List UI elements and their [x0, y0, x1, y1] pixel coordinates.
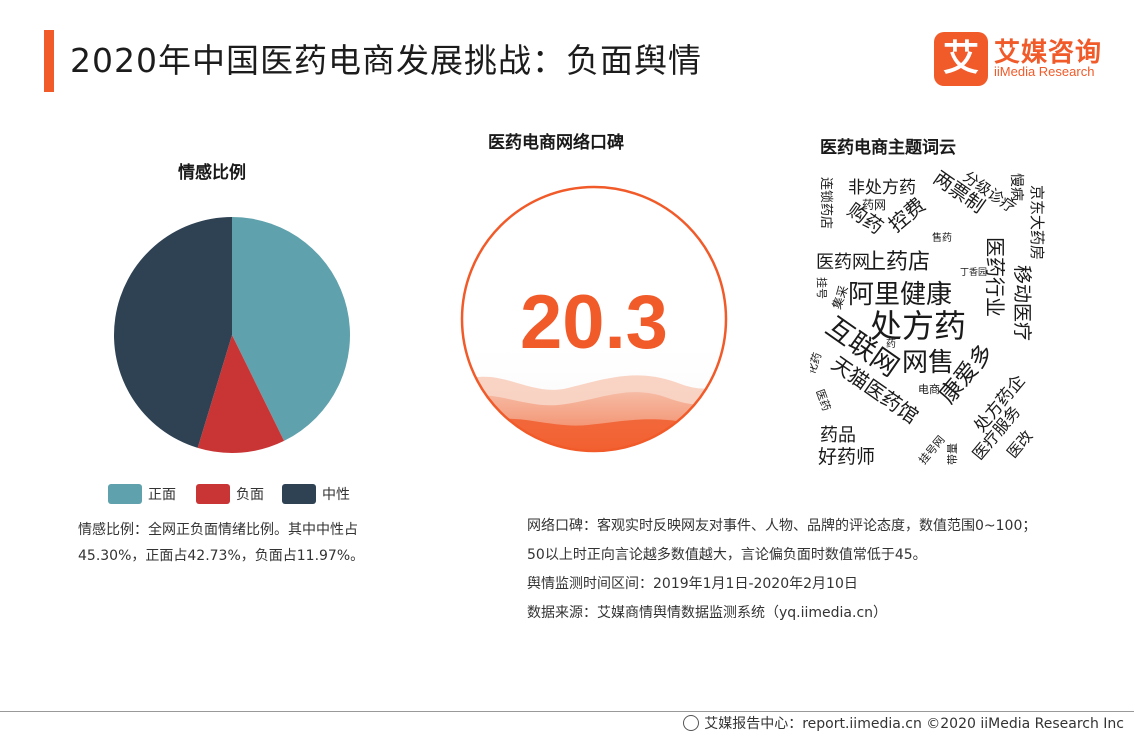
pie-chart-title: 情感比例 [178, 163, 246, 183]
pie-slice-neutral [113, 217, 232, 448]
word-cloud-item: 非处方药 [848, 178, 916, 198]
globe-icon [683, 715, 700, 731]
reputation-gauge: 20.3 [460, 185, 728, 453]
page-title: 2020年中国医药电商发展挑战：负面舆情 [70, 41, 702, 80]
reputation-ring [460, 185, 728, 453]
footer-text: 艾媒报告中心：report.iimedia.cn ©2020 iiMedia R… [704, 716, 1124, 732]
word-cloud-item: 挂号网 [916, 433, 948, 465]
legend-label-positive: 正面 [148, 487, 176, 503]
logo-mark-icon: 艾 [934, 32, 988, 86]
logo-text-en: iiMedia Research [994, 64, 1095, 79]
word-cloud-item: 带量 [946, 443, 959, 465]
word-cloud-item: 挂号 [815, 277, 829, 299]
word-cloud-item: 阿里健康 [848, 280, 952, 310]
legend-item-positive: 正面 [108, 482, 176, 506]
word-cloud-item: 处方药 [870, 307, 966, 345]
legend-item-negative: 负面 [196, 482, 264, 506]
word-cloud-item: 好药师 [818, 446, 875, 465]
word-cloud-item: 医药网 [816, 252, 870, 273]
word-cloud-item: 药 [886, 338, 896, 350]
wordcloud-title: 医药电商主题词云 [820, 138, 956, 158]
word-cloud: 非处方药 药网 两票制 分级诊疗 慢病 京东大药房 连锁药店 购药 控费 售药 … [810, 167, 1046, 465]
note-line: 网络口碑：客观实时反映网友对事件、人物、品牌的评论态度，数值范围0~100； [527, 518, 1037, 534]
legend-label-neutral: 中性 [322, 487, 350, 503]
notes-block: 网络口碑：客观实时反映网友对事件、人物、品牌的评论态度，数值范围0~100； 5… [527, 512, 1117, 628]
legend-label-negative: 负面 [236, 487, 264, 503]
word-cloud-item: 移动医疗 [1011, 265, 1033, 341]
word-cloud-item: 京东大药房 [1028, 185, 1046, 260]
reputation-score: 20.3 [520, 280, 668, 365]
word-cloud-item: 化药 [810, 351, 824, 376]
pie-note: 情感比例：全网正负面情绪比例。其中中性占45.30%，正面占42.73%，负面占… [78, 522, 365, 564]
footer-divider [0, 711, 1134, 712]
pie-slice-positive [232, 217, 350, 441]
pie-slice-negative [197, 335, 285, 453]
note-line: 舆情监测时间区间：2019年1月1日-2020年2月10日 [527, 576, 858, 592]
pie-legend: 正面 负面 中性 [108, 482, 378, 506]
legend-item-neutral: 中性 [282, 482, 350, 506]
word-cloud-item: 医药 [813, 388, 833, 413]
legend-swatch-negative [196, 484, 230, 504]
word-cloud-item: 售药 [932, 231, 952, 244]
logo-text-cn: 艾媒咨询 [994, 38, 1103, 68]
footer: 艾媒报告中心：report.iimedia.cn ©2020 iiMedia R… [683, 713, 1124, 733]
note-line: 数据来源：艾媒商情舆情数据监测系统（yq.iimedia.cn） [527, 605, 888, 621]
word-cloud-item: 丁香园 [960, 267, 987, 278]
word-cloud-item: 电商 [918, 382, 940, 396]
legend-swatch-neutral [282, 484, 316, 504]
note-line: 50以上时正向言论越多数值越大，言论偏负面时数值常低于45。 [527, 547, 927, 563]
word-cloud-item: 慢病 [1008, 173, 1025, 201]
word-cloud-item: 上药店 [864, 250, 930, 275]
word-cloud-item: 药品 [820, 425, 856, 446]
word-cloud-item: 网售 [902, 348, 954, 378]
word-cloud-item: 连锁药店 [818, 177, 834, 229]
word-cloud-item: 药网 [862, 198, 886, 212]
reputation-title: 医药电商网络口碑 [488, 133, 624, 153]
brand-logo: 艾 艾媒咨询 iiMedia Research [934, 30, 1124, 88]
sentiment-pie-chart [113, 217, 350, 453]
title-accent-bar [44, 30, 54, 92]
word-cloud-item: 医药行业 [983, 237, 1007, 317]
word-cloud-item: 控费 [884, 193, 930, 237]
legend-swatch-positive [108, 484, 142, 504]
